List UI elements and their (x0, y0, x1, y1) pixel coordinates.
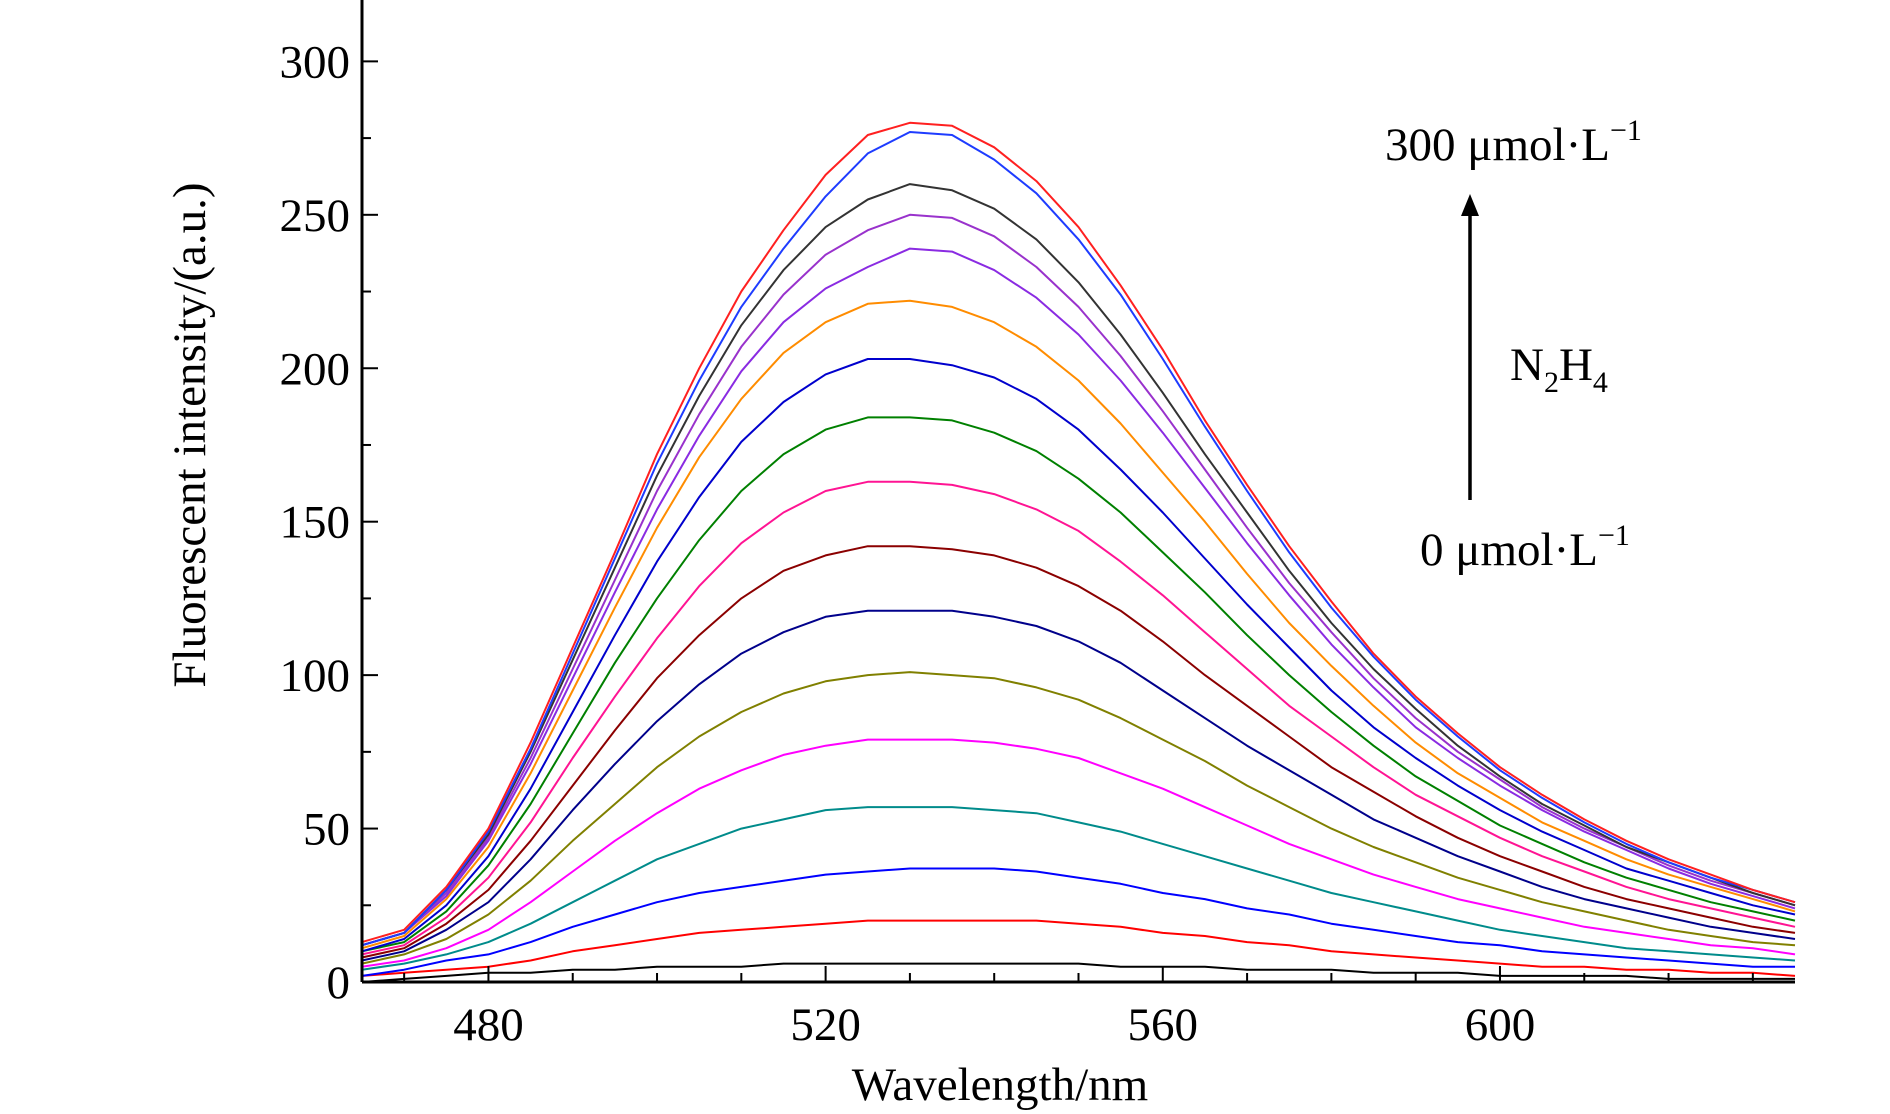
y-tick-label: 150 (280, 497, 351, 549)
y-tick-label: 50 (303, 804, 350, 856)
y-tick-label: 0 (327, 957, 351, 1009)
spectrum-line-9 (361, 480, 1796, 956)
spectrum-line-10 (361, 416, 1796, 953)
spectrum-line-3 (361, 867, 1795, 977)
x-tick-label: 480 (453, 999, 524, 1051)
y-tick-label: 200 (280, 343, 351, 395)
y-tick-label: 100 (280, 650, 351, 702)
spectrum-line-7 (361, 609, 1796, 962)
spectrum-line-1 (361, 962, 1795, 983)
spectrum-line-5 (361, 738, 1796, 968)
analyte-label: N2H4 (1510, 339, 1608, 399)
spectrum-line-4 (361, 806, 1796, 971)
x-tick-label: 560 (1128, 999, 1199, 1051)
x-axis-title: Wavelength/nm (852, 1059, 1148, 1111)
spectrum-line-17 (361, 121, 1796, 944)
spectrum-line-14 (361, 213, 1796, 947)
spectrum-line-8 (361, 545, 1796, 959)
spectra-lines (361, 121, 1796, 983)
y-tick-label: 300 (280, 36, 351, 88)
y-tick-label: 250 (280, 190, 351, 242)
x-tick-label: 520 (790, 999, 861, 1051)
max-concentration-label: 300 μmol·L−1 (1385, 114, 1642, 171)
y-axis-title: Fluorescent intensity/(a.u.) (164, 182, 216, 687)
spectrum-line-16 (361, 131, 1796, 947)
spectrum-line-12 (361, 299, 1796, 950)
y-axis-ticks: 0 50 100 150 200 250 300 (280, 36, 378, 1009)
spectrum-line-2 (361, 919, 1796, 977)
spectrum-line-15 (361, 183, 1796, 947)
x-axis-ticks: 480 520 560 600 (403, 966, 1754, 1051)
concentration-arrow-head (1461, 194, 1479, 216)
spectrum-line-6 (361, 671, 1796, 965)
min-concentration-label: 0 μmol·L−1 (1420, 519, 1630, 576)
spectrum-line-13 (361, 247, 1796, 947)
x-tick-label: 600 (1465, 999, 1536, 1051)
spectrum-line-11 (361, 358, 1796, 953)
